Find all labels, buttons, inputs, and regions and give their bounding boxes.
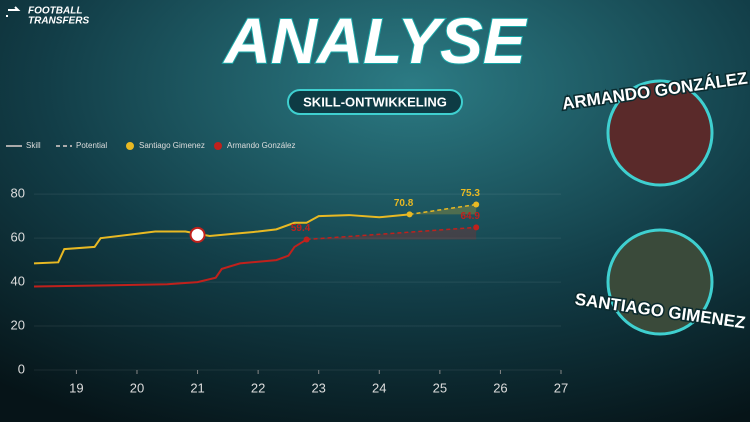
skill-line	[33, 213, 410, 265]
brand: TRANSFERS	[28, 16, 89, 27]
club-crest	[189, 226, 206, 243]
x-tick-label: 26	[493, 380, 507, 395]
subtitle-pill	[287, 89, 463, 115]
x-tick-label: 19	[69, 380, 83, 395]
x-tick-label: 24	[372, 380, 386, 395]
potential-line	[306, 226, 477, 241]
x-tick-label: 22	[251, 380, 265, 395]
x-tick-label: 23	[311, 380, 325, 395]
legend-marker	[214, 142, 222, 150]
title: ANALYSE	[222, 5, 527, 77]
x-tick-label: 25	[433, 380, 447, 395]
value-label: 75.3	[460, 188, 480, 199]
y-tick-label: 80	[11, 186, 25, 201]
point	[406, 211, 413, 218]
x-tick-label: 27	[554, 380, 568, 395]
y-tick-label: 40	[11, 274, 25, 289]
y-tick-label: 60	[11, 230, 25, 245]
logo: FOOTBALL TRANSFERS	[6, 6, 89, 27]
y-tick-label: 0	[18, 361, 25, 376]
brand: FOOTBALL	[28, 6, 82, 17]
legend-marker	[126, 142, 134, 150]
value-label: 70.8	[394, 198, 414, 209]
point	[473, 224, 480, 231]
x-tick-label: 20	[130, 380, 144, 395]
legend-label: Santiago Gimenez	[139, 141, 205, 150]
legend-label: Skill	[26, 141, 41, 150]
skill-line	[33, 238, 308, 288]
chart: 0 20 40 60 80 19 20 21 22 23 24 25 26 27 Skill Potentia…	[6, 141, 568, 395]
value-label: 59.4	[291, 223, 311, 234]
player-photo	[606, 79, 714, 187]
legend-label: Armando González	[227, 141, 295, 150]
point	[473, 201, 480, 208]
value-label: 64.9	[460, 211, 480, 222]
potential-line	[409, 203, 477, 216]
player-photo	[606, 228, 714, 336]
point	[303, 236, 310, 243]
legend-label: Potential	[76, 141, 107, 150]
subtitle: SKILL-ONTWIKKELING	[303, 94, 447, 109]
y-tick-label: 20	[11, 317, 25, 332]
x-tick-label: 21	[190, 380, 204, 395]
